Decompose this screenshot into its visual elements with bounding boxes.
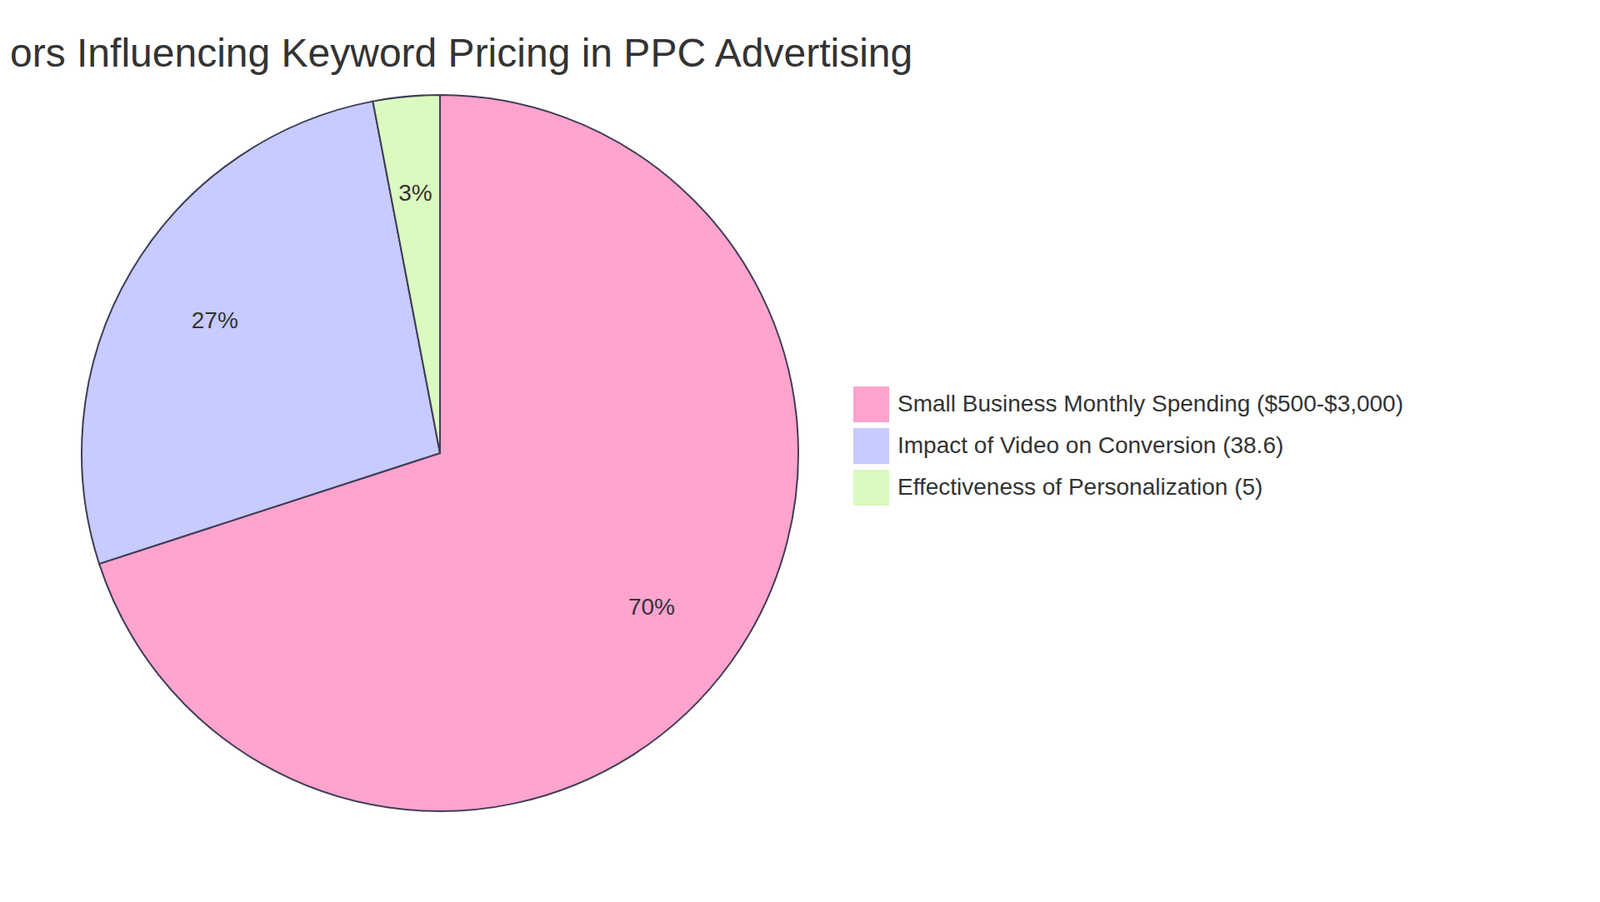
svg-text:70%: 70% (628, 594, 675, 620)
svg-text:3%: 3% (398, 180, 432, 206)
html-text:Impact of Video on Conversion: Impact of Video on Conversion (38.6) (897, 432, 1284, 459)
html-text:Small Business Monthly Spendin: Small Business Monthly Spending ($500-$3… (897, 390, 1404, 417)
html-text:Effectiveness of Personalizati: Effectiveness of Personalization (5) (897, 474, 1263, 500)
svg-text:27%: 27% (191, 307, 239, 334)
html-text:ors Influencing Keyword Pricin: ors Influencing Keyword Pricing in PPC A… (10, 30, 913, 75)
